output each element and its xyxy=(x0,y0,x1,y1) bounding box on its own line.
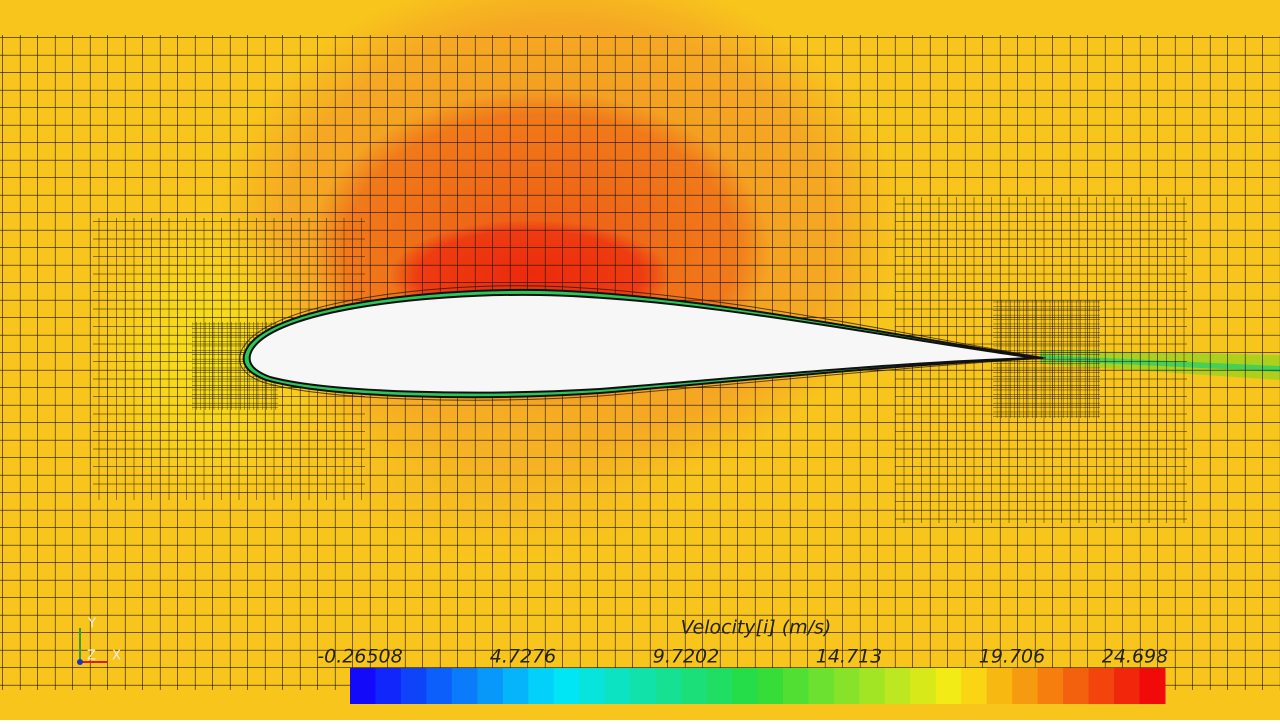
colorbar-segment xyxy=(833,668,860,704)
colorbar-tick-label: 24.698 xyxy=(1102,646,1168,668)
triad-x: X xyxy=(112,649,121,664)
colorbar-segment xyxy=(706,668,733,704)
colorbar xyxy=(350,668,1166,704)
colorbar-segment xyxy=(808,668,835,704)
colorbar-segment xyxy=(477,668,504,704)
colorbar-tick-label: 19.706 xyxy=(979,646,1045,668)
colorbar-segment xyxy=(757,668,784,704)
colorbar-tick-label: 14.713 xyxy=(816,646,882,668)
colorbar-segment xyxy=(1114,668,1141,704)
airfoil xyxy=(239,285,1047,401)
colorbar-segment xyxy=(451,668,478,704)
colorbar-segment xyxy=(884,668,911,704)
colorbar-segment xyxy=(859,668,886,704)
colorbar-segment xyxy=(910,668,937,704)
colorbar-segment xyxy=(732,668,758,704)
colorbar-tick-label: -0.26508 xyxy=(317,646,402,668)
colorbar-segment xyxy=(655,668,682,704)
colorbar-ticks: -0.26508 4.7276 9.7202 14.713 19.706 24.698 xyxy=(317,646,1168,668)
triad-z: Z xyxy=(87,649,96,664)
colorbar-segment xyxy=(986,668,1013,704)
colorbar-segment xyxy=(1037,668,1064,704)
colorbar-segment xyxy=(400,668,427,704)
colorbar-segment xyxy=(1063,668,1090,704)
colorbar-title: Velocity[i] (m/s) xyxy=(681,617,832,639)
colorbar-segment xyxy=(426,668,453,704)
colorbar-segment xyxy=(630,668,657,704)
colorbar-segment xyxy=(935,668,962,704)
colorbar-segment xyxy=(782,668,809,704)
colorbar-tick-label: 4.7276 xyxy=(490,646,556,668)
axis-triad: Y Z X xyxy=(77,617,121,665)
colorbar-segment xyxy=(604,668,631,704)
colorbar-segment xyxy=(375,668,402,704)
colorbar-segment xyxy=(681,668,708,704)
colorbar-segment xyxy=(350,668,376,704)
mesh xyxy=(0,35,1280,690)
colorbar-segment xyxy=(1012,668,1039,704)
colorbar-segment xyxy=(579,668,606,704)
colorbar-segment xyxy=(502,668,529,704)
colorbar-segment xyxy=(961,668,988,704)
colorbar-segment xyxy=(528,668,555,704)
colorbar-tick-label: 9.7202 xyxy=(653,646,719,668)
colorbar-segment xyxy=(1088,668,1115,704)
colorbar-segment xyxy=(1139,668,1166,704)
colorbar-segment xyxy=(553,668,580,704)
triad-y: Y xyxy=(87,617,96,632)
